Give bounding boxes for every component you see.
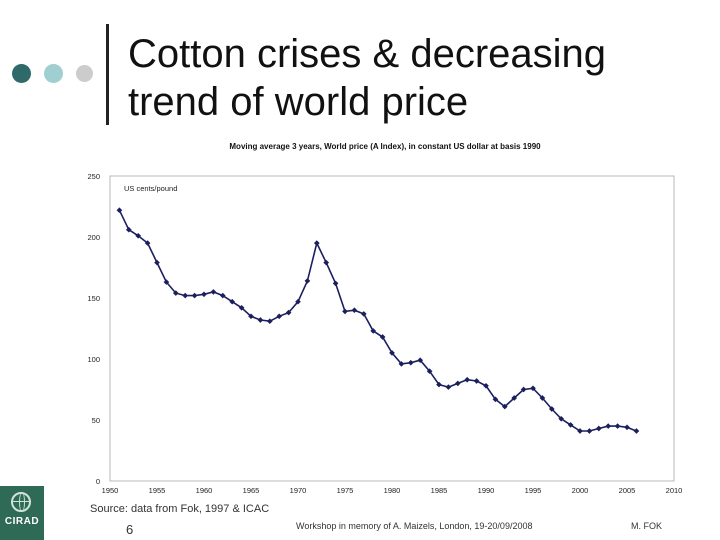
x-tick-label: 2010 [666,486,683,495]
y-tick-label: 150 [87,294,100,303]
data-point [483,382,489,389]
y-axis-ticks: 0 50 100 150 200 250 [87,172,100,486]
dot-light-teal [44,64,63,83]
y-tick-label: 100 [87,355,100,364]
data-point [342,308,348,315]
data-point [454,380,461,387]
data-point [445,384,452,390]
chart-title: Moving average 3 years, World price (A I… [229,142,541,151]
data-point [530,385,536,392]
page-number: 6 [126,522,134,537]
x-tick-label: 1985 [431,486,448,495]
title-divider [106,24,109,125]
data-point [360,311,367,317]
logo-text: CIRAD [4,516,40,527]
data-point [398,361,405,367]
data-point [567,422,574,428]
globe-icon [11,492,31,512]
data-point [558,415,565,422]
data-point [539,395,546,401]
data-point [248,313,254,320]
data-point [332,280,339,287]
y-tick-label: 250 [87,172,100,181]
x-tick-label: 2000 [572,486,589,495]
data-point [464,376,471,383]
y-tick-label: 200 [87,233,100,242]
author-footer: M. FOK [631,521,662,531]
x-tick-label: 1950 [102,486,119,495]
series-line [118,209,637,432]
data-point [285,309,292,316]
x-tick-label: 1970 [290,486,307,495]
x-tick-label: 1995 [525,486,542,495]
slide-title-line-1: Cotton crises & decreasing [128,32,607,76]
data-point [595,425,602,432]
x-tick-label: 1960 [196,486,213,495]
x-tick-label: 1990 [478,486,495,495]
data-point [210,289,217,295]
data-point [135,232,142,239]
data-point [379,334,386,340]
data-point [266,318,273,325]
series-points [116,207,640,434]
data-point [389,350,395,356]
slide-title: Cotton crises & decreasing trend of worl… [128,30,606,126]
data-point [154,259,160,266]
data-point [191,292,198,299]
data-point [586,428,593,434]
data-point [426,368,433,375]
y-tick-label: 50 [92,416,100,425]
slide-title-line-2: trend of world price [128,80,469,124]
dot-grey [76,65,93,82]
data-point [163,279,170,285]
data-point [125,226,132,233]
data-point [614,423,621,429]
data-point [436,381,442,388]
data-point [295,298,301,305]
data-point [219,292,226,299]
data-point [577,428,583,434]
data-point [238,304,245,311]
data-point [201,291,207,298]
data-point [370,328,377,334]
data-point [548,406,555,412]
data-point [407,359,414,366]
data-point [501,403,508,410]
workshop-footer: Workshop in memory of A. Maizels, London… [296,521,533,531]
data-point [182,292,189,299]
source-note: Source: data from Fok, 1997 & ICAC [90,503,270,515]
data-point [624,424,630,431]
x-tick-label: 1965 [243,486,260,495]
x-axis-ticks: 1950 1955 1960 1965 1970 1975 1980 1985 1990 1995… [102,486,683,495]
data-point [351,307,358,314]
data-point [520,386,527,393]
data-point [313,240,320,246]
data-point [492,396,499,403]
x-tick-label: 1975 [337,486,354,495]
data-point [172,290,179,296]
x-tick-label: 1955 [149,486,166,495]
x-tick-label: 2005 [619,486,636,495]
y-tick-label: 0 [96,477,100,486]
data-point [323,259,330,266]
data-point [229,298,236,305]
data-point [257,317,264,323]
data-point [417,357,424,364]
cirad-logo: CIRAD [0,486,44,540]
x-tick-label: 1980 [384,486,401,495]
data-point [633,428,640,434]
data-point [511,395,518,401]
data-point [144,240,151,246]
plot-area [109,175,675,482]
data-point [473,378,480,384]
data-point [304,278,311,284]
unit-label: US cents/pound [124,184,177,193]
dot-dark [12,64,31,83]
data-point [276,313,283,320]
data-point [116,207,123,214]
data-point [605,423,612,429]
